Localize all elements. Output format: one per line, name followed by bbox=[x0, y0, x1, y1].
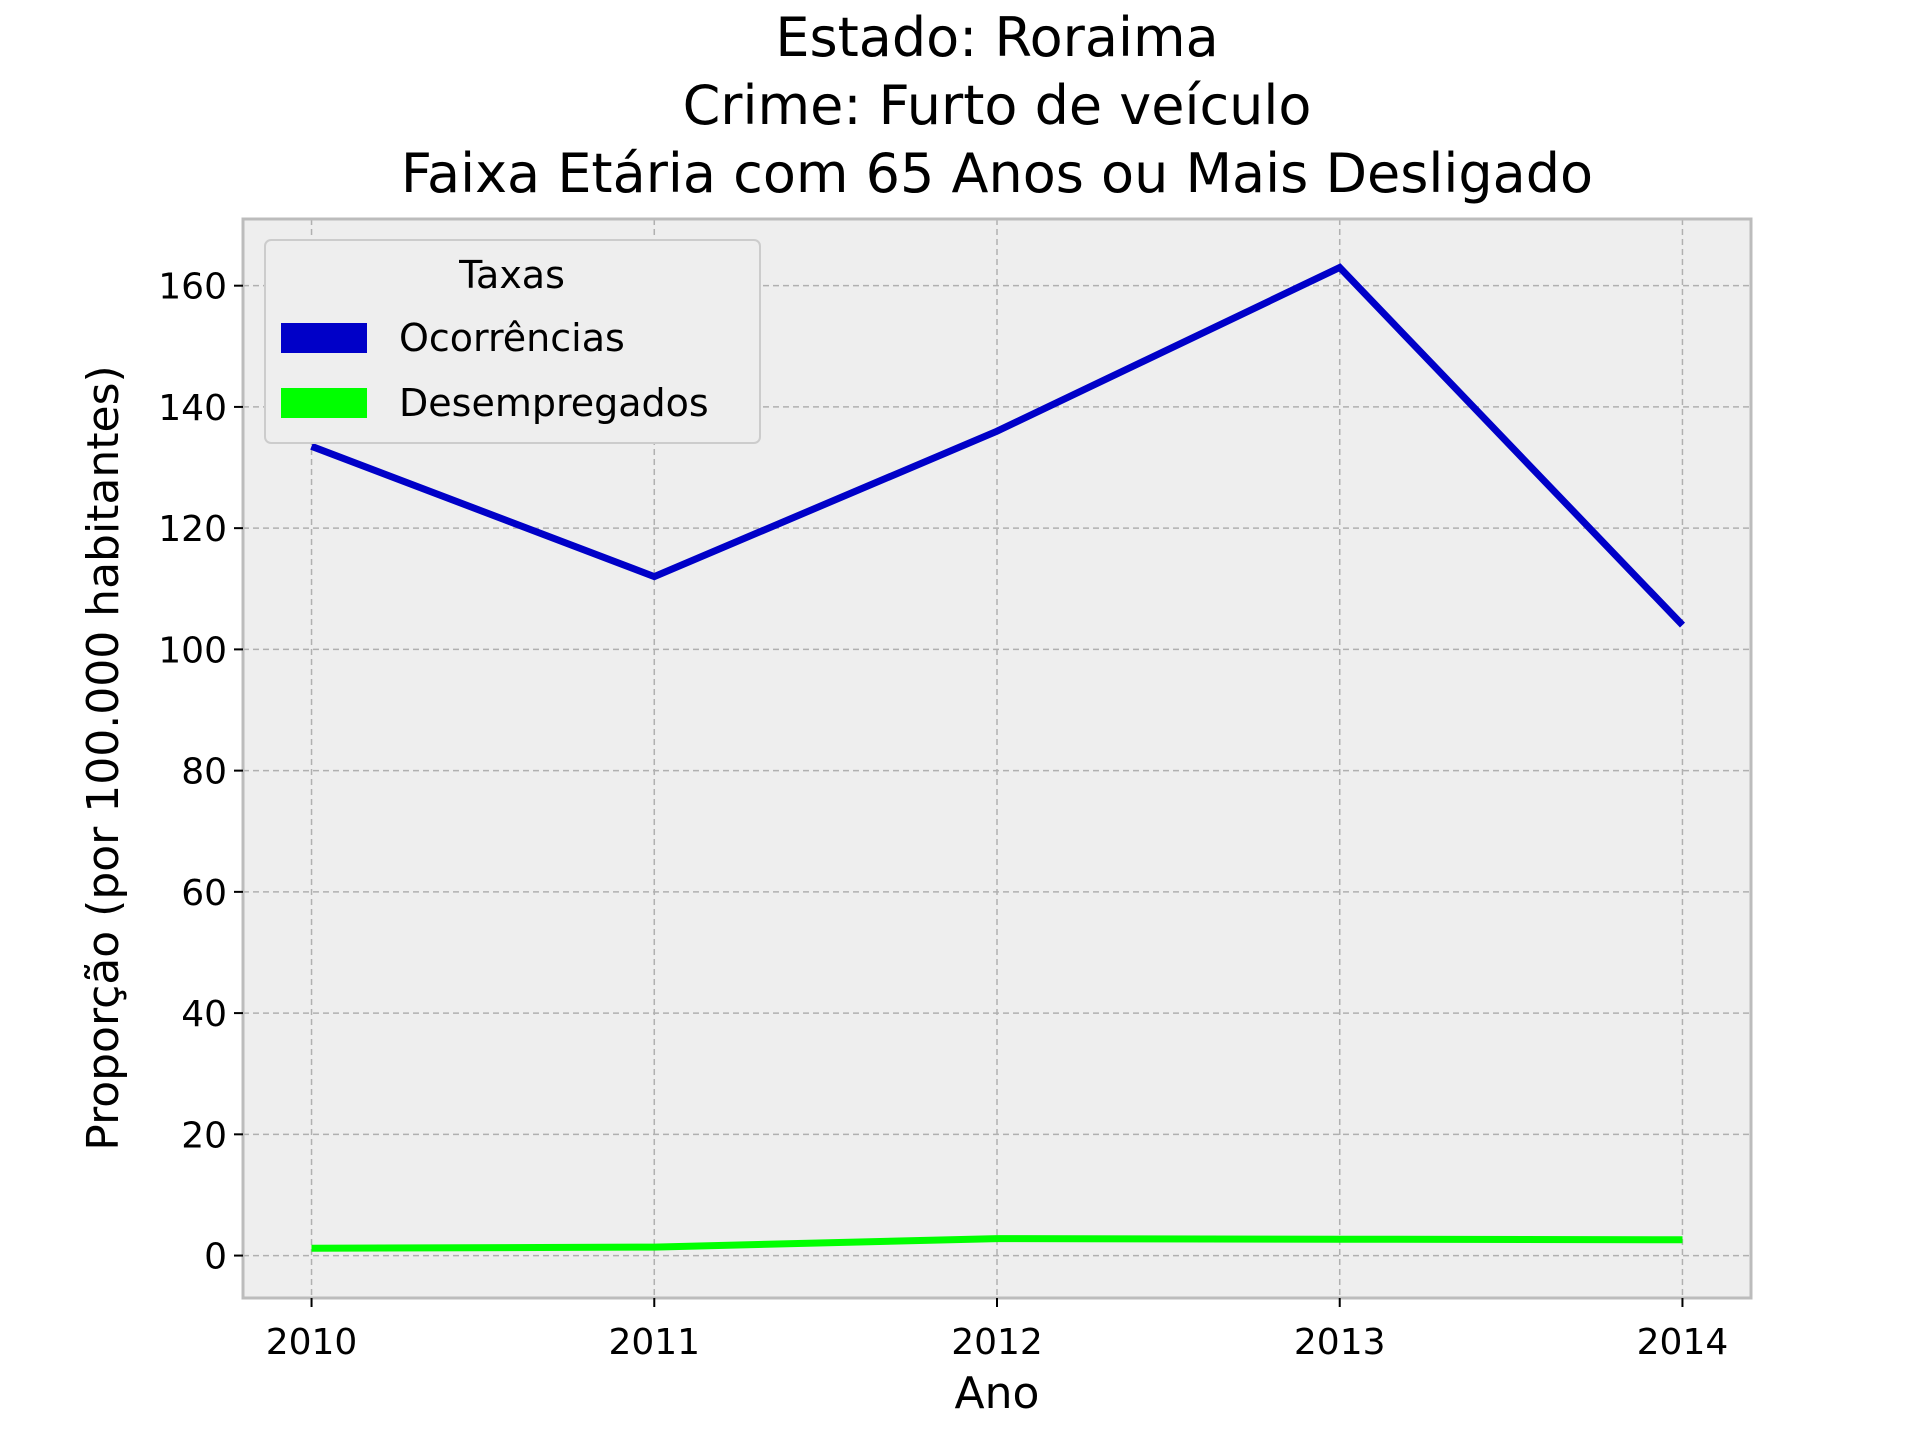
y-tick-label: 60 bbox=[181, 873, 227, 914]
y-tick-label: 40 bbox=[181, 994, 227, 1035]
y-axis-label: Proporção (por 100.000 habitantes) bbox=[78, 365, 129, 1150]
legend-swatch-ocorrencias bbox=[281, 323, 367, 353]
y-tick-label: 20 bbox=[181, 1115, 227, 1156]
y-tick-label: 160 bbox=[158, 267, 227, 308]
x-tick-label: 2012 bbox=[951, 1322, 1043, 1363]
legend-label-ocorrencias: Ocorrências bbox=[399, 316, 625, 360]
x-tick-label: 2011 bbox=[608, 1322, 700, 1363]
legend: Taxas Ocorrências Desempregados bbox=[264, 239, 761, 444]
y-tick-label: 80 bbox=[181, 752, 227, 793]
y-tick-label: 0 bbox=[204, 1237, 227, 1278]
y-tick-label: 100 bbox=[158, 630, 227, 671]
series-line-desempregados bbox=[311, 1235, 1683, 1252]
title-line-3: Faixa Etária com 65 Anos ou Mais Desliga… bbox=[401, 142, 1593, 205]
y-axis: 0 20 40 60 80 100 120 140 160 bbox=[158, 267, 243, 1278]
y-tick-label: 140 bbox=[158, 388, 227, 429]
x-tick-label: 2014 bbox=[1637, 1322, 1729, 1363]
title-line-2: Crime: Furto de veículo bbox=[683, 74, 1312, 137]
legend-label-desempregados: Desempregados bbox=[399, 381, 709, 425]
x-axis-label: Ano bbox=[955, 1368, 1040, 1419]
legend-box bbox=[264, 239, 761, 444]
x-tick-label: 2010 bbox=[266, 1322, 358, 1363]
x-axis: 2010 2011 2012 2013 2014 bbox=[266, 1298, 1729, 1363]
y-tick-label: 120 bbox=[158, 509, 227, 550]
series-layer bbox=[310, 263, 1686, 1252]
x-tick-label: 2013 bbox=[1294, 1322, 1386, 1363]
series-line-ocorrencias bbox=[310, 263, 1686, 628]
chart-title: Estado: Roraima Crime: Furto de veículo … bbox=[401, 6, 1593, 205]
legend-title: Taxas bbox=[458, 253, 565, 297]
legend-swatch-desempregados bbox=[281, 388, 367, 418]
title-line-1: Estado: Roraima bbox=[775, 6, 1218, 69]
